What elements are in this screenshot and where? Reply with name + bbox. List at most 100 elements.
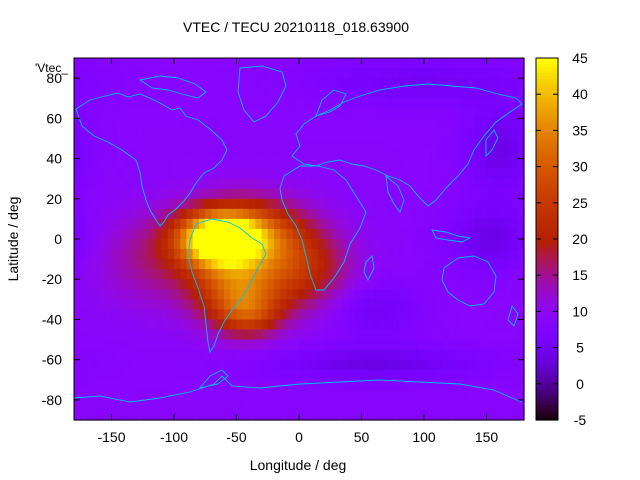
heatmap-cell — [436, 118, 444, 129]
heatmap-cell — [92, 228, 100, 240]
heatmap-cell — [105, 68, 113, 79]
heatmap-cell — [80, 269, 88, 280]
heatmap-cell — [386, 158, 394, 170]
heatmap-cell — [305, 339, 313, 351]
heatmap-cell — [492, 188, 500, 200]
heatmap-cell — [430, 138, 438, 150]
heatmap-cell — [292, 138, 300, 150]
heatmap-cell — [74, 369, 81, 381]
heatmap-cell — [230, 78, 238, 89]
heatmap-cell — [217, 359, 225, 371]
heatmap-cell — [117, 148, 125, 160]
heatmap-cell — [330, 379, 338, 391]
heatmap-cell — [411, 198, 419, 210]
colorbar-segment — [536, 100, 558, 104]
heatmap-cell — [199, 168, 206, 180]
heatmap-cell — [505, 98, 513, 109]
heatmap-cell — [267, 108, 275, 119]
heatmap-cell — [436, 128, 444, 140]
heatmap-cell — [349, 208, 356, 220]
heatmap-cell — [199, 88, 206, 99]
heatmap-cell — [367, 188, 375, 200]
heatmap-cell — [74, 168, 81, 180]
heatmap-cell — [192, 148, 200, 160]
colorbar-segment — [536, 202, 558, 207]
heatmap-cell — [311, 279, 319, 290]
heatmap-cell — [299, 239, 306, 250]
heatmap-cell — [305, 369, 313, 381]
heatmap-cell — [317, 409, 325, 421]
heatmap-cell — [255, 299, 263, 310]
colorbar-segment — [536, 127, 558, 131]
heatmap-cell — [336, 409, 344, 421]
heatmap-cell — [230, 188, 238, 200]
heatmap-cell — [286, 249, 294, 260]
heatmap-cell — [380, 118, 388, 129]
heatmap-cell — [405, 339, 413, 351]
heatmap-cell — [455, 78, 463, 89]
heatmap-cell — [455, 168, 463, 180]
heatmap-cell — [386, 98, 394, 109]
heatmap-cell — [80, 369, 88, 381]
heatmap-cell — [417, 339, 425, 351]
heatmap-cell — [374, 218, 381, 230]
heatmap-cell — [317, 168, 325, 180]
heatmap-cell — [236, 329, 244, 341]
heatmap-cell — [324, 148, 331, 160]
heatmap-cell — [299, 168, 306, 180]
heatmap-cell — [192, 389, 200, 401]
heatmap-cell — [80, 409, 88, 421]
heatmap-cell — [242, 309, 250, 321]
heatmap-cell — [180, 299, 188, 310]
heatmap-cell — [405, 188, 413, 200]
heatmap-cell — [117, 188, 125, 200]
heatmap-cell — [505, 409, 513, 421]
heatmap-cell — [136, 208, 144, 220]
heatmap-cell — [311, 138, 319, 150]
heatmap-cell — [405, 218, 413, 230]
heatmap-cell — [499, 259, 506, 270]
heatmap-cell — [380, 249, 388, 260]
heatmap-cell — [349, 259, 356, 270]
heatmap-cell — [455, 68, 463, 79]
heatmap-cell — [74, 329, 81, 341]
heatmap-cell — [142, 78, 150, 89]
heatmap-cell — [242, 98, 250, 109]
heatmap-cell — [399, 349, 406, 361]
heatmap-cell — [292, 58, 300, 69]
heatmap-cell — [261, 118, 269, 129]
heatmap-cell — [511, 399, 519, 411]
heatmap-cell — [499, 138, 506, 150]
heatmap-cell — [349, 239, 356, 250]
coastline-india — [385, 174, 405, 213]
heatmap-cell — [142, 389, 150, 401]
heatmap-cell — [161, 369, 169, 381]
heatmap-cell — [480, 228, 488, 240]
heatmap-cell — [505, 249, 513, 260]
heatmap-cell — [267, 138, 275, 150]
heatmap-cell — [236, 239, 244, 250]
heatmap-cell — [161, 329, 169, 341]
heatmap-cell — [305, 108, 313, 119]
heatmap-cell — [424, 78, 431, 89]
heatmap-cell — [124, 389, 131, 401]
heatmap-cell — [205, 78, 213, 89]
heatmap-cell — [455, 339, 463, 351]
heatmap-cell — [399, 68, 406, 79]
heatmap-cell — [311, 409, 319, 421]
heatmap-cell — [124, 299, 131, 310]
heatmap-cell — [186, 98, 194, 109]
heatmap-cell — [149, 269, 156, 280]
heatmap-cell — [111, 78, 119, 89]
heatmap-cell — [92, 98, 100, 109]
heatmap-cell — [211, 249, 219, 260]
heatmap-cell — [274, 88, 281, 99]
heatmap-cell — [280, 259, 288, 270]
heatmap-cell — [355, 68, 363, 79]
heatmap-cell — [167, 279, 175, 290]
heatmap-cell — [199, 178, 206, 190]
heatmap-cell — [311, 58, 319, 69]
heatmap-cell — [442, 349, 450, 361]
heatmap-cell — [361, 339, 369, 351]
heatmap-cell — [511, 259, 519, 270]
